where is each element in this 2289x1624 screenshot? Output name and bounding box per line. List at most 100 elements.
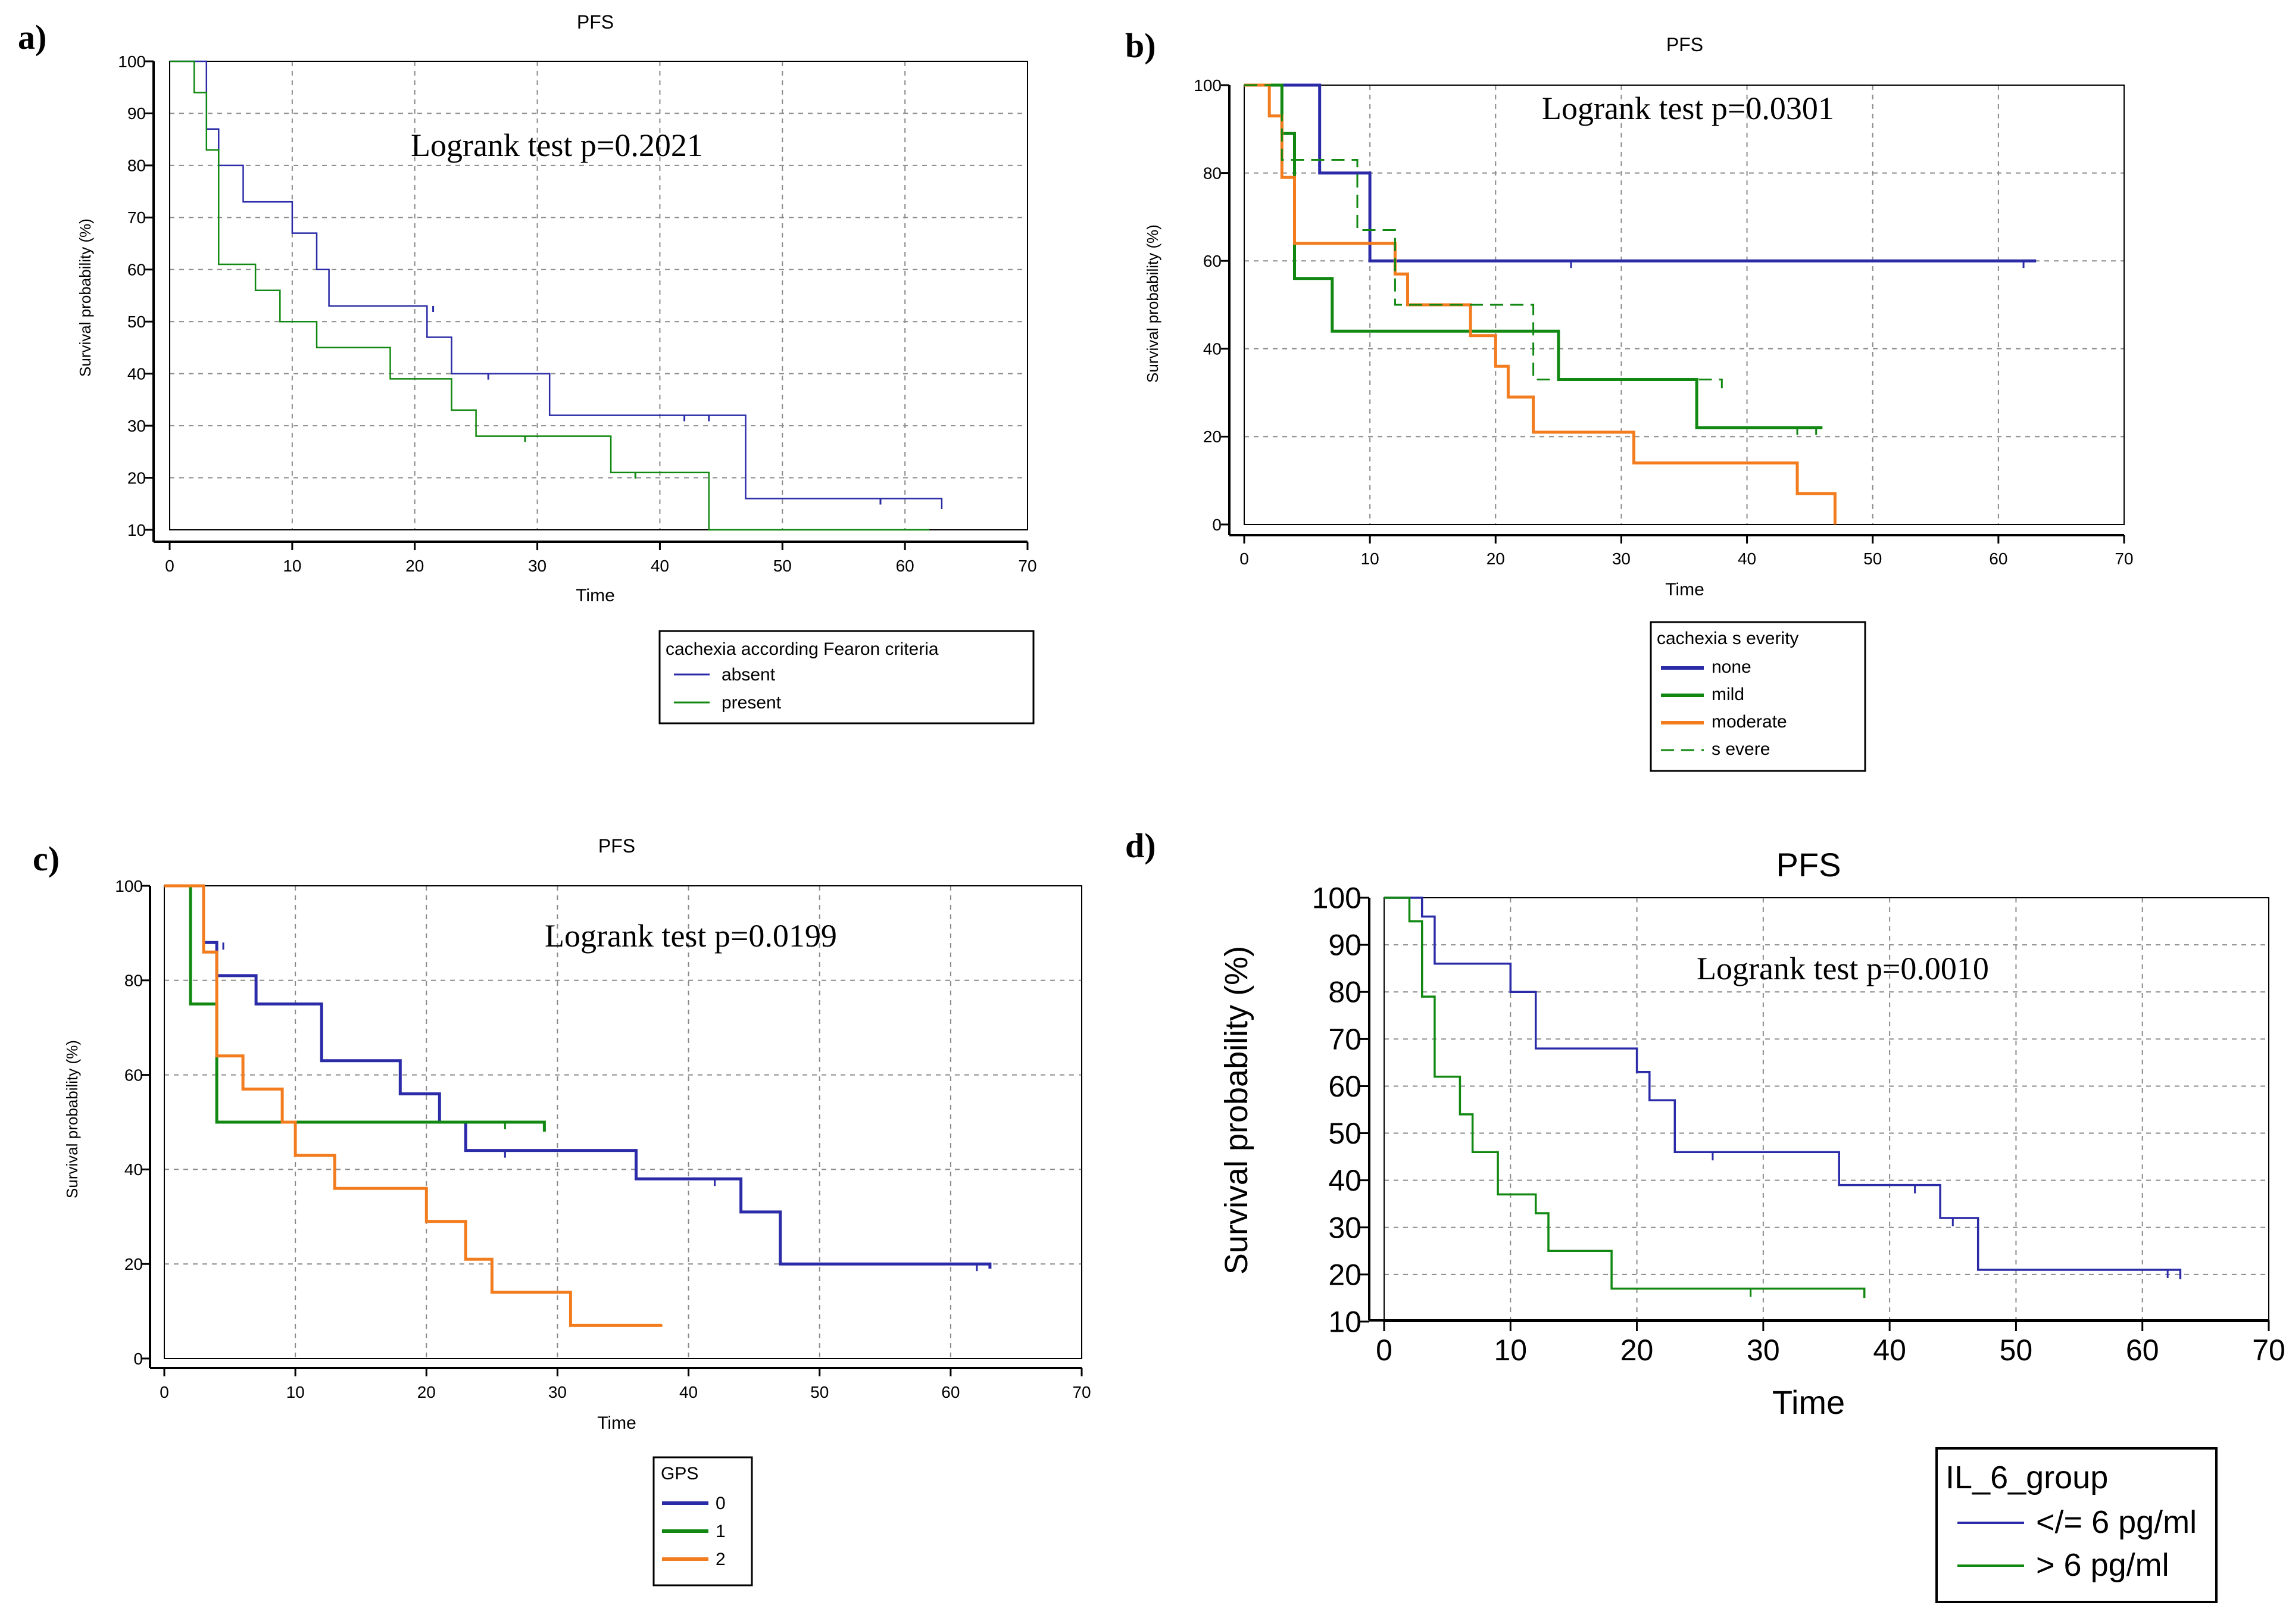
y-tick-label: 30 — [127, 417, 146, 435]
y-tick-label: 10 — [1328, 1306, 1361, 1339]
y-tick-label: 90 — [127, 104, 146, 123]
x-tick-label: 60 — [896, 557, 914, 575]
panel-a-y-axis-label: Survival probability (%) — [76, 218, 94, 377]
x-tick-label: 50 — [2000, 1333, 2033, 1367]
panel-a: a) PFS 0 10 20 30 40 50 60 70 10 20 30 40 50 60 70 80 9… — [18, 11, 1037, 724]
x-tick-label: 40 — [651, 557, 669, 575]
y-tick-label: 70 — [1328, 1023, 1361, 1056]
y-tick-label: 60 — [1328, 1070, 1361, 1103]
panel-d-legend-label-low: </= 6 pg/ml — [2036, 1504, 2197, 1540]
x-tick-label: 20 — [1620, 1333, 1654, 1367]
x-tick-label: 50 — [810, 1383, 829, 1401]
panel-b-plot-area: 0 10 20 30 40 50 60 70 0 20 40 60 80 100 — [1194, 76, 2133, 568]
panel-d-logrank-annotation: Logrank test p=0.0010 — [1697, 951, 1989, 986]
series-line-mild — [1244, 83, 1823, 430]
x-tick-label: 70 — [1018, 557, 1036, 575]
x-tick-label: 0 — [1239, 549, 1249, 568]
x-tick-label: 70 — [2115, 549, 2133, 568]
y-tick-label: 0 — [133, 1350, 143, 1368]
y-tick-label: 0 — [1212, 516, 1222, 534]
panel-c-legend-title: GPS — [661, 1464, 698, 1484]
panel-d-legend: IL_6_group </= 6 pg/ml > 6 pg/ml — [1935, 1447, 2218, 1603]
y-tick-label: 100 — [118, 52, 146, 71]
y-tick-label: 20 — [1203, 427, 1222, 446]
y-tick-label: 100 — [1194, 76, 1222, 95]
x-tick-label: 40 — [679, 1383, 698, 1401]
panel-c-legend: GPS 0 1 2 — [652, 1456, 753, 1586]
y-tick-label: 10 — [127, 521, 146, 539]
y-tick-label: 60 — [1203, 252, 1222, 270]
panel-a-label: a) — [18, 18, 46, 57]
panel-b-legend-label-none: none — [1712, 657, 1751, 677]
panel-c-title: PFS — [598, 835, 635, 857]
panel-b: b) PFS 0 10 20 30 40 50 60 70 0 20 40 60 80 100 Time… — [1125, 26, 2134, 772]
panel-b-label: b) — [1125, 26, 1156, 65]
x-tick-label: 50 — [1863, 549, 1882, 568]
x-tick-label: 60 — [941, 1383, 960, 1401]
x-tick-label: 10 — [1361, 549, 1379, 568]
panel-d-y-axis-label: Survival probability (%) — [1219, 946, 1254, 1275]
panel-c-x-axis-label: Time — [597, 1413, 636, 1433]
panel-d-title: PFS — [1776, 846, 1841, 883]
panel-c-plot-frame — [164, 885, 1082, 1359]
panel-a-legend-box — [658, 630, 1035, 724]
y-tick-label: 20 — [1328, 1258, 1361, 1291]
panel-d-x-axis-label: Time — [1772, 1383, 1845, 1421]
panel-c-legend-label-0: 0 — [716, 1494, 726, 1513]
panel-b-legend: cachexia s everity none mild moderate s … — [1650, 621, 1866, 772]
panel-c-logrank-annotation: Logrank test p=0.0199 — [545, 918, 837, 954]
y-tick-label: 70 — [127, 208, 146, 227]
panel-a-plot-frame — [169, 61, 1028, 530]
panel-b-logrank-annotation: Logrank test p=0.0301 — [1542, 90, 1834, 126]
x-tick-label: 60 — [1989, 549, 2007, 568]
panel-d-plot-area: 0 10 20 30 40 50 60 70 10 20 30 40 50 60 70 80 90 100 — [1312, 882, 2285, 1367]
panel-b-legend-label-mild: mild — [1712, 685, 1744, 704]
y-tick-label: 40 — [1328, 1164, 1361, 1197]
y-tick-label: 40 — [127, 364, 146, 383]
x-tick-label: 60 — [2126, 1333, 2159, 1367]
x-tick-label: 70 — [1072, 1383, 1091, 1401]
x-tick-label: 50 — [773, 557, 792, 575]
x-tick-label: 40 — [1738, 549, 1756, 568]
panel-b-legend-title: cachexia s everity — [1657, 629, 1798, 648]
x-tick-label: 10 — [283, 557, 301, 575]
y-tick-label: 80 — [1328, 976, 1361, 1009]
panel-b-title: PFS — [1666, 34, 1703, 55]
panel-a-x-axis-label: Time — [576, 586, 615, 605]
series-line-none — [1244, 83, 2037, 263]
y-tick-label: 60 — [124, 1066, 143, 1084]
panel-b-legend-label-severe: s evere — [1712, 739, 1770, 759]
x-tick-label: 30 — [1747, 1333, 1780, 1367]
panel-a-legend-title: cachexia according Fearon criteria — [666, 639, 939, 659]
panel-a-logrank-annotation: Logrank test p=0.2021 — [411, 127, 703, 163]
panel-a-legend: cachexia according Fearon criteria absen… — [658, 630, 1035, 724]
y-tick-label: 50 — [1328, 1117, 1361, 1150]
panel-d-legend-box — [1935, 1447, 2218, 1603]
series-line-2 — [164, 884, 663, 1327]
y-tick-label: 20 — [127, 469, 146, 487]
panel-c-plot-area: 0 10 20 30 40 50 60 70 0 20 40 60 80 100 — [115, 877, 1091, 1401]
y-tick-label: 40 — [124, 1160, 143, 1179]
panel-c-legend-label-2: 2 — [716, 1550, 726, 1569]
y-tick-label: 50 — [127, 313, 146, 331]
series-line-1 — [164, 884, 546, 1132]
series-line-s-evere — [1244, 84, 1723, 389]
panel-c-legend-label-1: 1 — [716, 1522, 726, 1541]
panel-a-plot-area: 0 10 20 30 40 50 60 70 10 20 30 40 50 60 70 80 90 100 — [118, 52, 1036, 575]
panel-b-legend-label-moderate: moderate — [1712, 712, 1787, 732]
series-line-present — [170, 60, 930, 531]
y-tick-label: 60 — [127, 261, 146, 279]
x-tick-label: 0 — [1376, 1333, 1392, 1367]
panel-c-y-axis-label: Survival probability (%) — [63, 1040, 81, 1198]
y-tick-label: 20 — [124, 1255, 143, 1273]
x-tick-label: 70 — [2252, 1333, 2285, 1367]
panel-d-label: d) — [1125, 826, 1156, 865]
y-tick-label: 40 — [1203, 340, 1222, 358]
x-tick-label: 30 — [1612, 549, 1631, 568]
panel-a-legend-label-present: present — [722, 693, 782, 713]
y-tick-label: 80 — [127, 157, 146, 175]
panel-b-plot-frame — [1244, 85, 2125, 525]
series-line--6-pg-ml — [1384, 897, 1866, 1298]
